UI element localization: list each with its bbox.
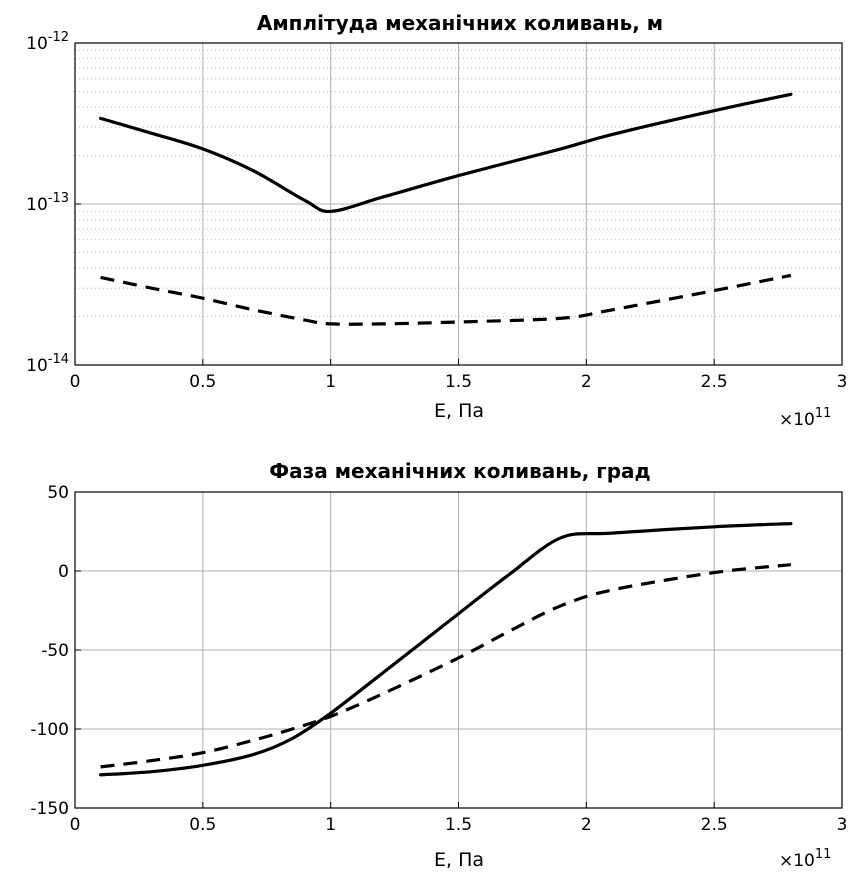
amplitude-y-tick-exp: -13 (48, 191, 69, 206)
phase-y-tick-label: -100 (30, 720, 69, 740)
amplitude-series-solid-line (99, 92, 793, 214)
phase-x-multiplier-base: ×10 (779, 851, 815, 871)
amplitude-x-multiplier-base: ×10 (779, 410, 815, 430)
amplitude-x-tick-label: 0.5 (189, 372, 216, 392)
phase-grid (74, 491, 843, 809)
amplitude-x-multiplier: ×1011 (779, 406, 831, 430)
amplitude-y-tick-base: 10 (26, 195, 48, 215)
amplitude-chart-title: Амплітуда механічних коливань, м (257, 11, 663, 35)
amplitude-y-tick-exp: -12 (48, 30, 69, 45)
phase-x-tick-label: 0.5 (189, 815, 216, 835)
amplitude-chart: Амплітуда механічних коливань, м 0 0.5 1 1.… (26, 11, 847, 430)
amplitude-x-tick-label: 1.5 (445, 372, 472, 392)
phase-x-axis-label: E, Па (434, 849, 484, 871)
phase-x-multiplier: ×1011 (779, 847, 831, 871)
phase-chart-title: Фаза механічних коливань, град (269, 459, 650, 483)
amplitude-x-tick-label: 2.5 (701, 372, 728, 392)
amplitude-y-tick-exp: -14 (48, 352, 69, 367)
amplitude-grid (74, 42, 843, 366)
phase-series-solid-line (99, 522, 793, 777)
amplitude-y-tick-base: 10 (26, 356, 48, 376)
phase-x-tick-label: 3 (837, 815, 848, 835)
phase-x-tick-label: 0 (70, 815, 81, 835)
phase-x-tick-label: 1.5 (445, 815, 472, 835)
amplitude-y-tick-label: 10-14 (26, 352, 69, 376)
amplitude-x-tick-label: 0 (70, 372, 81, 392)
phase-y-tick-label: -50 (41, 641, 69, 661)
phase-y-tick-label: -150 (30, 799, 69, 819)
phase-series (99, 522, 793, 777)
phase-x-tick-label: 2 (581, 815, 592, 835)
amplitude-y-tick-label: 10-12 (26, 30, 69, 54)
phase-y-tick-label: 0 (58, 562, 69, 582)
phase-x-multiplier-exp: 11 (815, 847, 832, 862)
amplitude-y-tick-base: 10 (26, 34, 48, 54)
phase-y-ticks: -150 -100 -50 0 50 (30, 483, 81, 819)
phase-x-tick-label: 1 (325, 815, 336, 835)
amplitude-x-tick-label: 1 (325, 372, 336, 392)
phase-series-dashed-line (100, 563, 792, 769)
amplitude-y-tick-label: 10-13 (26, 191, 69, 215)
amplitude-x-tick-label: 3 (837, 372, 848, 392)
phase-chart: Фаза механічних коливань, град 0 0.5 1 1.5 2… (30, 459, 847, 871)
amplitude-x-multiplier-exp: 11 (815, 406, 832, 421)
amplitude-series (99, 92, 793, 326)
amplitude-x-tick-label: 2 (581, 372, 592, 392)
amplitude-x-ticks: 0 0.5 1 1.5 2 2.5 3 (70, 359, 848, 392)
amplitude-series-dashed-line (100, 273, 792, 326)
amplitude-x-axis-label: E, Па (434, 400, 484, 422)
phase-x-ticks: 0 0.5 1 1.5 2 2.5 3 (70, 802, 848, 835)
phase-x-tick-label: 2.5 (701, 815, 728, 835)
phase-y-tick-label: 50 (47, 483, 69, 503)
